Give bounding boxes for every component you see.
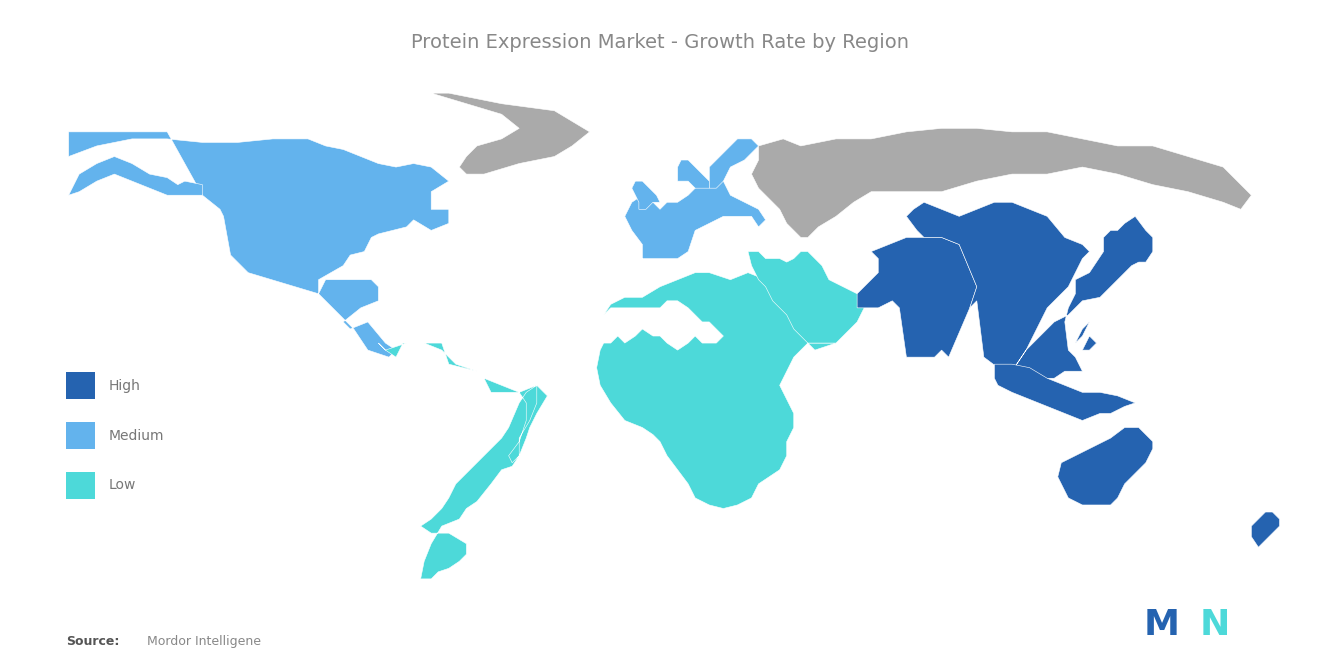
Polygon shape — [632, 181, 660, 209]
Polygon shape — [748, 251, 871, 343]
Text: High: High — [108, 378, 140, 393]
Polygon shape — [751, 128, 1251, 237]
Polygon shape — [379, 343, 548, 579]
Polygon shape — [907, 202, 1152, 385]
Polygon shape — [624, 181, 766, 259]
Polygon shape — [677, 160, 709, 188]
Polygon shape — [403, 93, 590, 174]
Polygon shape — [1057, 428, 1152, 505]
Polygon shape — [597, 273, 836, 509]
Text: Source:: Source: — [66, 635, 119, 648]
Text: Protein Expression Market - Growth Rate by Region: Protein Expression Market - Growth Rate … — [411, 33, 909, 53]
Text: Mordor Intelligene: Mordor Intelligene — [139, 635, 260, 648]
Polygon shape — [1076, 322, 1089, 343]
Polygon shape — [994, 364, 1135, 420]
Polygon shape — [1082, 336, 1097, 350]
Polygon shape — [69, 132, 449, 357]
Polygon shape — [69, 156, 202, 196]
Polygon shape — [857, 237, 977, 357]
Text: N: N — [1199, 608, 1230, 642]
Polygon shape — [1251, 512, 1279, 547]
Text: M: M — [1143, 608, 1180, 642]
Text: Low: Low — [108, 478, 136, 493]
Polygon shape — [709, 139, 759, 188]
Text: Medium: Medium — [108, 428, 164, 443]
